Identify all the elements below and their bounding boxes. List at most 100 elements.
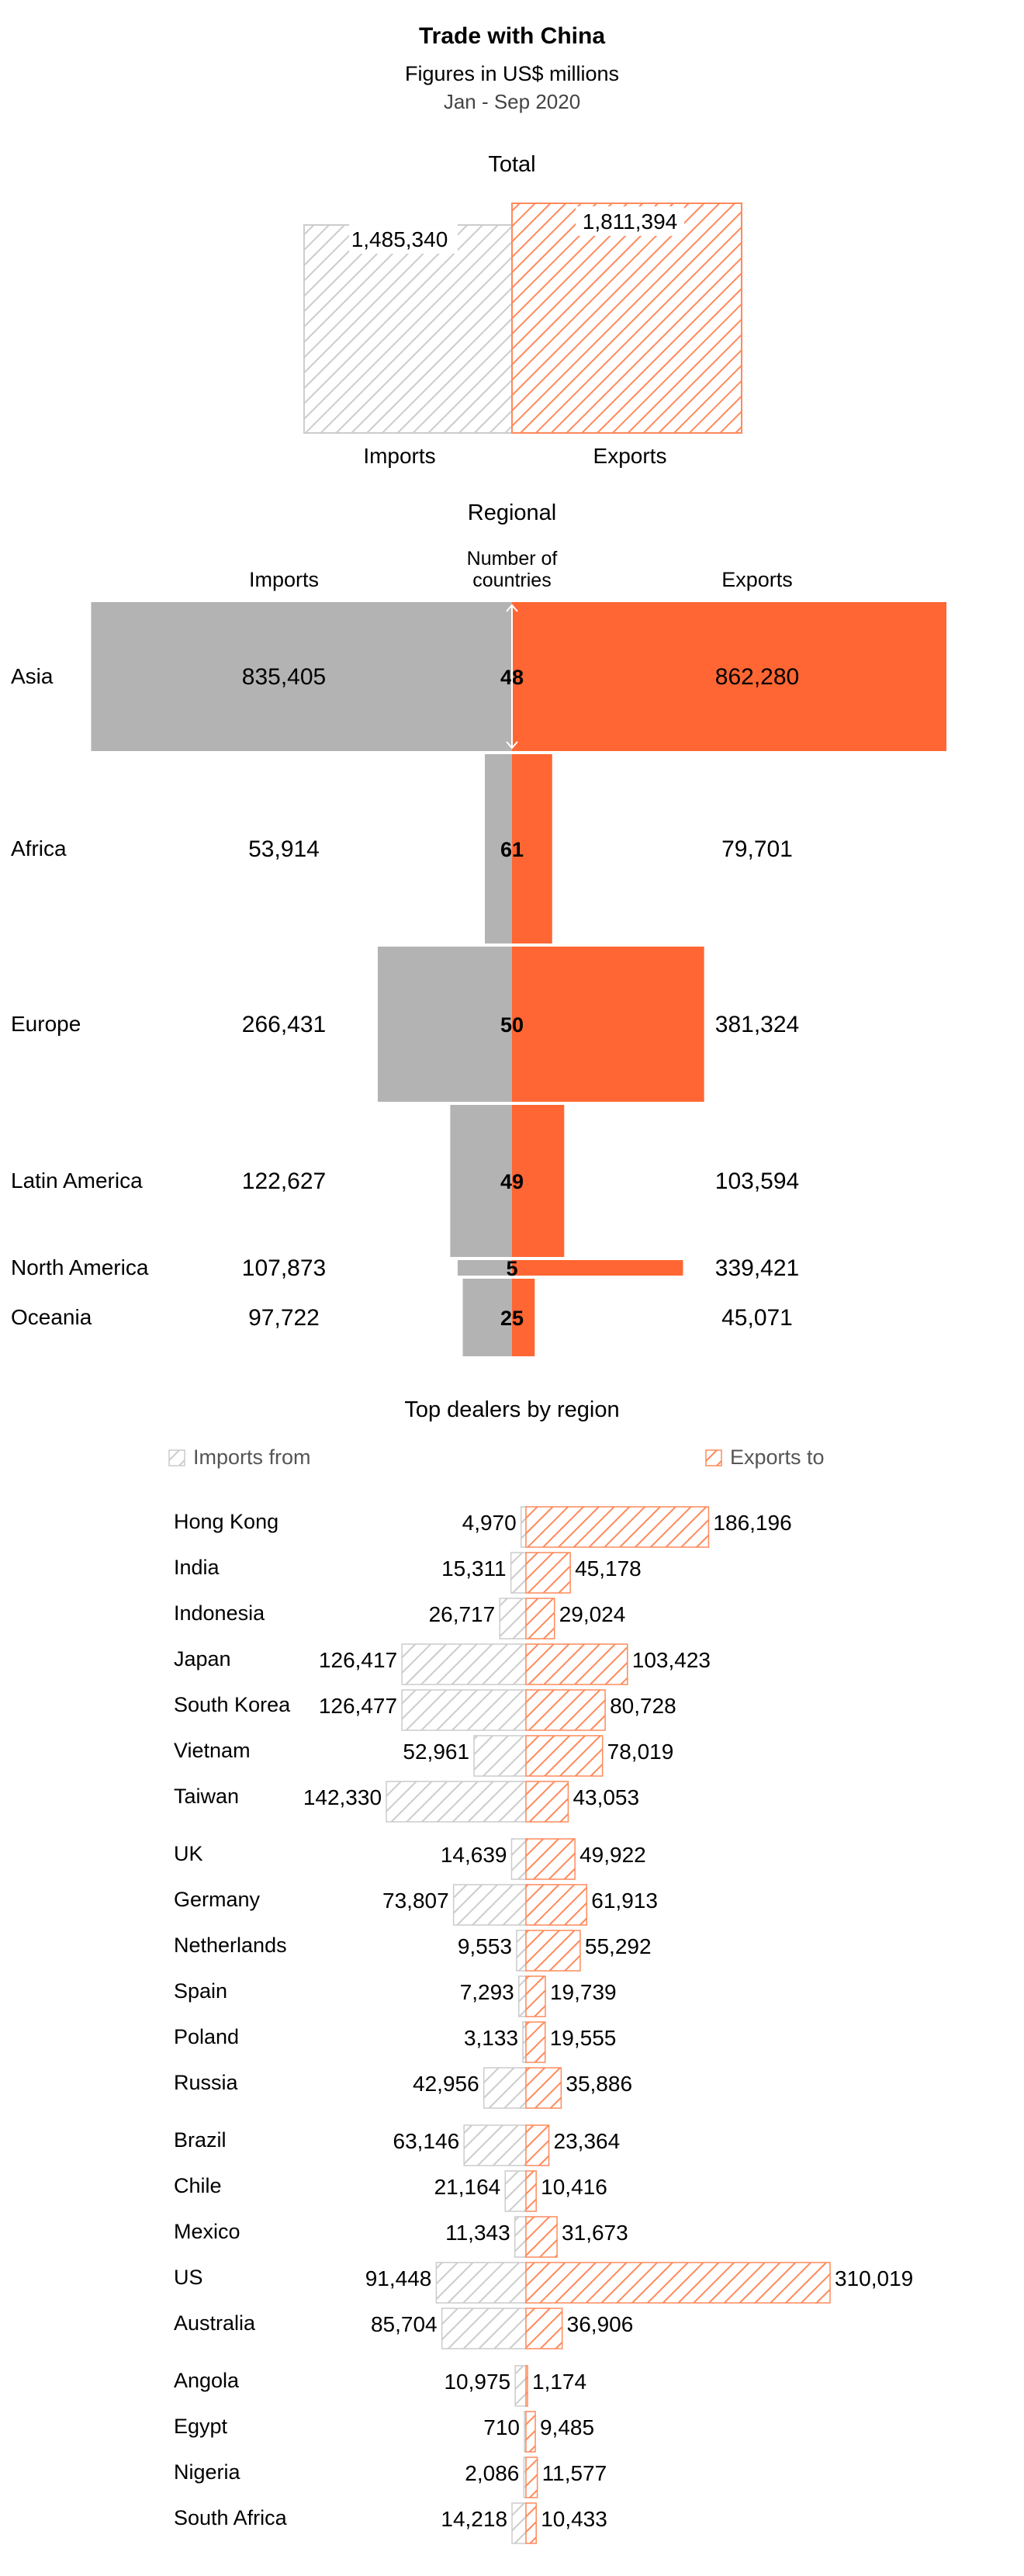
regional-exports-bar <box>512 947 704 1102</box>
dealer-imports-value: 15,311 <box>441 1556 507 1581</box>
dealer-exports-value: 78,019 <box>607 1740 674 1764</box>
regional-country-count: 61 <box>500 838 524 861</box>
legend-exports-swatch <box>705 1449 722 1466</box>
dealer-exports-bar <box>525 1643 628 1685</box>
regional-exports-value: 862,280 <box>715 664 799 690</box>
dealer-imports-bar <box>514 2365 527 2407</box>
dealer-exports-value: 310,019 <box>835 2266 913 2290</box>
dealer-country-label: Chile <box>174 2174 222 2197</box>
regional-section-title: Regional <box>468 500 556 525</box>
dealer-exports-value: 29,024 <box>559 1602 626 1626</box>
regional-imports-bar <box>457 1260 512 1276</box>
dealer-imports-value: 126,417 <box>319 1648 397 1672</box>
dealer-country-label: Brazil <box>174 2128 227 2152</box>
regional-imports-header: Imports <box>249 568 319 591</box>
dealer-exports-bar <box>525 2021 546 2063</box>
dealer-exports-bar <box>525 1506 710 1548</box>
regional-exports-bar <box>512 1260 683 1276</box>
total-exports-value: 1,811,394 <box>583 209 678 234</box>
dealer-exports-value: 55,292 <box>585 1934 652 1958</box>
regional-imports-value: 266,431 <box>242 1012 326 1037</box>
regional-imports-value: 122,627 <box>242 1169 326 1194</box>
dealer-exports-bar <box>525 1735 604 1777</box>
dealer-country-label: India <box>174 1556 220 1579</box>
regional-countries-header-line2: countries <box>472 570 551 591</box>
legend-exports-label: Exports to <box>730 1446 825 1469</box>
dealer-exports-bar <box>525 1838 576 1880</box>
dealer-imports-bar <box>520 1506 527 1548</box>
dealer-exports-value: 45,178 <box>575 1556 642 1581</box>
dealer-imports-value: 10,975 <box>444 2370 510 2394</box>
dealer-imports-bar <box>504 2170 527 2212</box>
dealer-exports-bar <box>525 2262 831 2304</box>
dealer-imports-value: 14,639 <box>441 1843 507 1867</box>
dealer-exports-value: 31,673 <box>562 2221 628 2245</box>
regional-imports-value: 97,722 <box>248 1305 320 1331</box>
dealer-imports-bar <box>435 2262 527 2304</box>
dealer-imports-bar <box>510 1552 527 1594</box>
dealer-exports-value: 186,196 <box>713 1511 791 1535</box>
dealer-exports-bar <box>525 2067 562 2109</box>
total-imports-label: Imports <box>363 444 435 468</box>
dealer-imports-bar <box>401 1643 527 1685</box>
dealer-country-label: US <box>174 2266 203 2289</box>
dealer-country-label: Hong Kong <box>174 1510 278 1533</box>
dealer-imports-bar <box>401 1689 527 1731</box>
dealer-exports-value: 9,485 <box>540 2415 594 2439</box>
total-section-title: Total <box>488 152 535 177</box>
dealer-exports-value: 36,906 <box>567 2312 634 2336</box>
dealer-imports-value: 14,218 <box>441 2507 507 2531</box>
regional-exports-value: 45,071 <box>721 1305 793 1331</box>
legend-imports-swatch <box>168 1449 185 1466</box>
regional-countries-header-line1: Number of <box>467 548 558 570</box>
dealer-country-label: Taiwan <box>174 1785 239 1808</box>
dealer-imports-value: 91,448 <box>365 2266 432 2290</box>
regional-label: Latin America <box>11 1169 143 1193</box>
regional-imports-bar <box>450 1105 512 1257</box>
dealer-imports-value: 85,704 <box>371 2312 438 2336</box>
regional-imports-bar <box>91 602 512 751</box>
dealer-exports-bar <box>525 1930 581 1972</box>
dealer-country-label: Spain <box>174 1979 227 2003</box>
total-exports-bar <box>511 203 742 434</box>
regional-section: Regional Imports Exports Number ofcountries… <box>11 500 946 1356</box>
regional-exports-bar <box>512 754 552 943</box>
total-exports-label: Exports <box>593 444 667 468</box>
dealer-imports-value: 3,133 <box>464 2026 518 2050</box>
dealer-imports-value: 52,961 <box>403 1740 469 1764</box>
dealer-imports-value: 63,146 <box>393 2129 460 2153</box>
dealer-exports-bar <box>525 1552 571 1594</box>
dealer-imports-value: 42,956 <box>413 2072 479 2096</box>
regional-country-count: 50 <box>500 1013 524 1037</box>
dealer-exports-bar <box>525 2365 528 2407</box>
dealer-imports-bar <box>499 1598 527 1639</box>
dealer-imports-value: 11,343 <box>445 2221 510 2245</box>
dealer-imports-bar <box>514 2216 527 2258</box>
regional-imports-value: 835,405 <box>242 664 326 690</box>
dealer-imports-value: 126,477 <box>319 1694 397 1718</box>
dealer-exports-bar <box>525 1975 546 2017</box>
dealer-country-label: Poland <box>174 2025 239 2048</box>
dealer-exports-bar <box>525 2216 558 2258</box>
dealer-exports-bar <box>525 2457 538 2498</box>
dealer-exports-value: 80,728 <box>610 1694 676 1718</box>
total-exports-value-bg <box>576 206 684 236</box>
dealer-exports-value: 103,423 <box>632 1648 711 1672</box>
regional-country-count: 49 <box>500 1170 524 1193</box>
dealer-country-label: Indonesia <box>174 1601 265 1625</box>
legend-imports-label: Imports from <box>193 1446 311 1469</box>
dealer-imports-value: 26,717 <box>429 1602 496 1626</box>
regional-exports-bar <box>512 1279 535 1356</box>
regional-country-count: 25 <box>500 1307 524 1330</box>
dealer-exports-bar <box>525 1781 569 1823</box>
dealer-imports-bar <box>473 1735 527 1777</box>
regional-exports-value: 339,421 <box>715 1255 799 1281</box>
regional-imports-bar <box>377 947 512 1102</box>
dealer-country-label: UK <box>174 1842 203 1865</box>
dealer-country-label: Japan <box>174 1647 231 1671</box>
dealer-exports-bar <box>525 2124 550 2166</box>
dealer-country-label: Australia <box>174 2311 256 2335</box>
dealer-imports-value: 7,293 <box>460 1980 514 2004</box>
dealers-section-title: Top dealers by region <box>404 1397 619 1422</box>
